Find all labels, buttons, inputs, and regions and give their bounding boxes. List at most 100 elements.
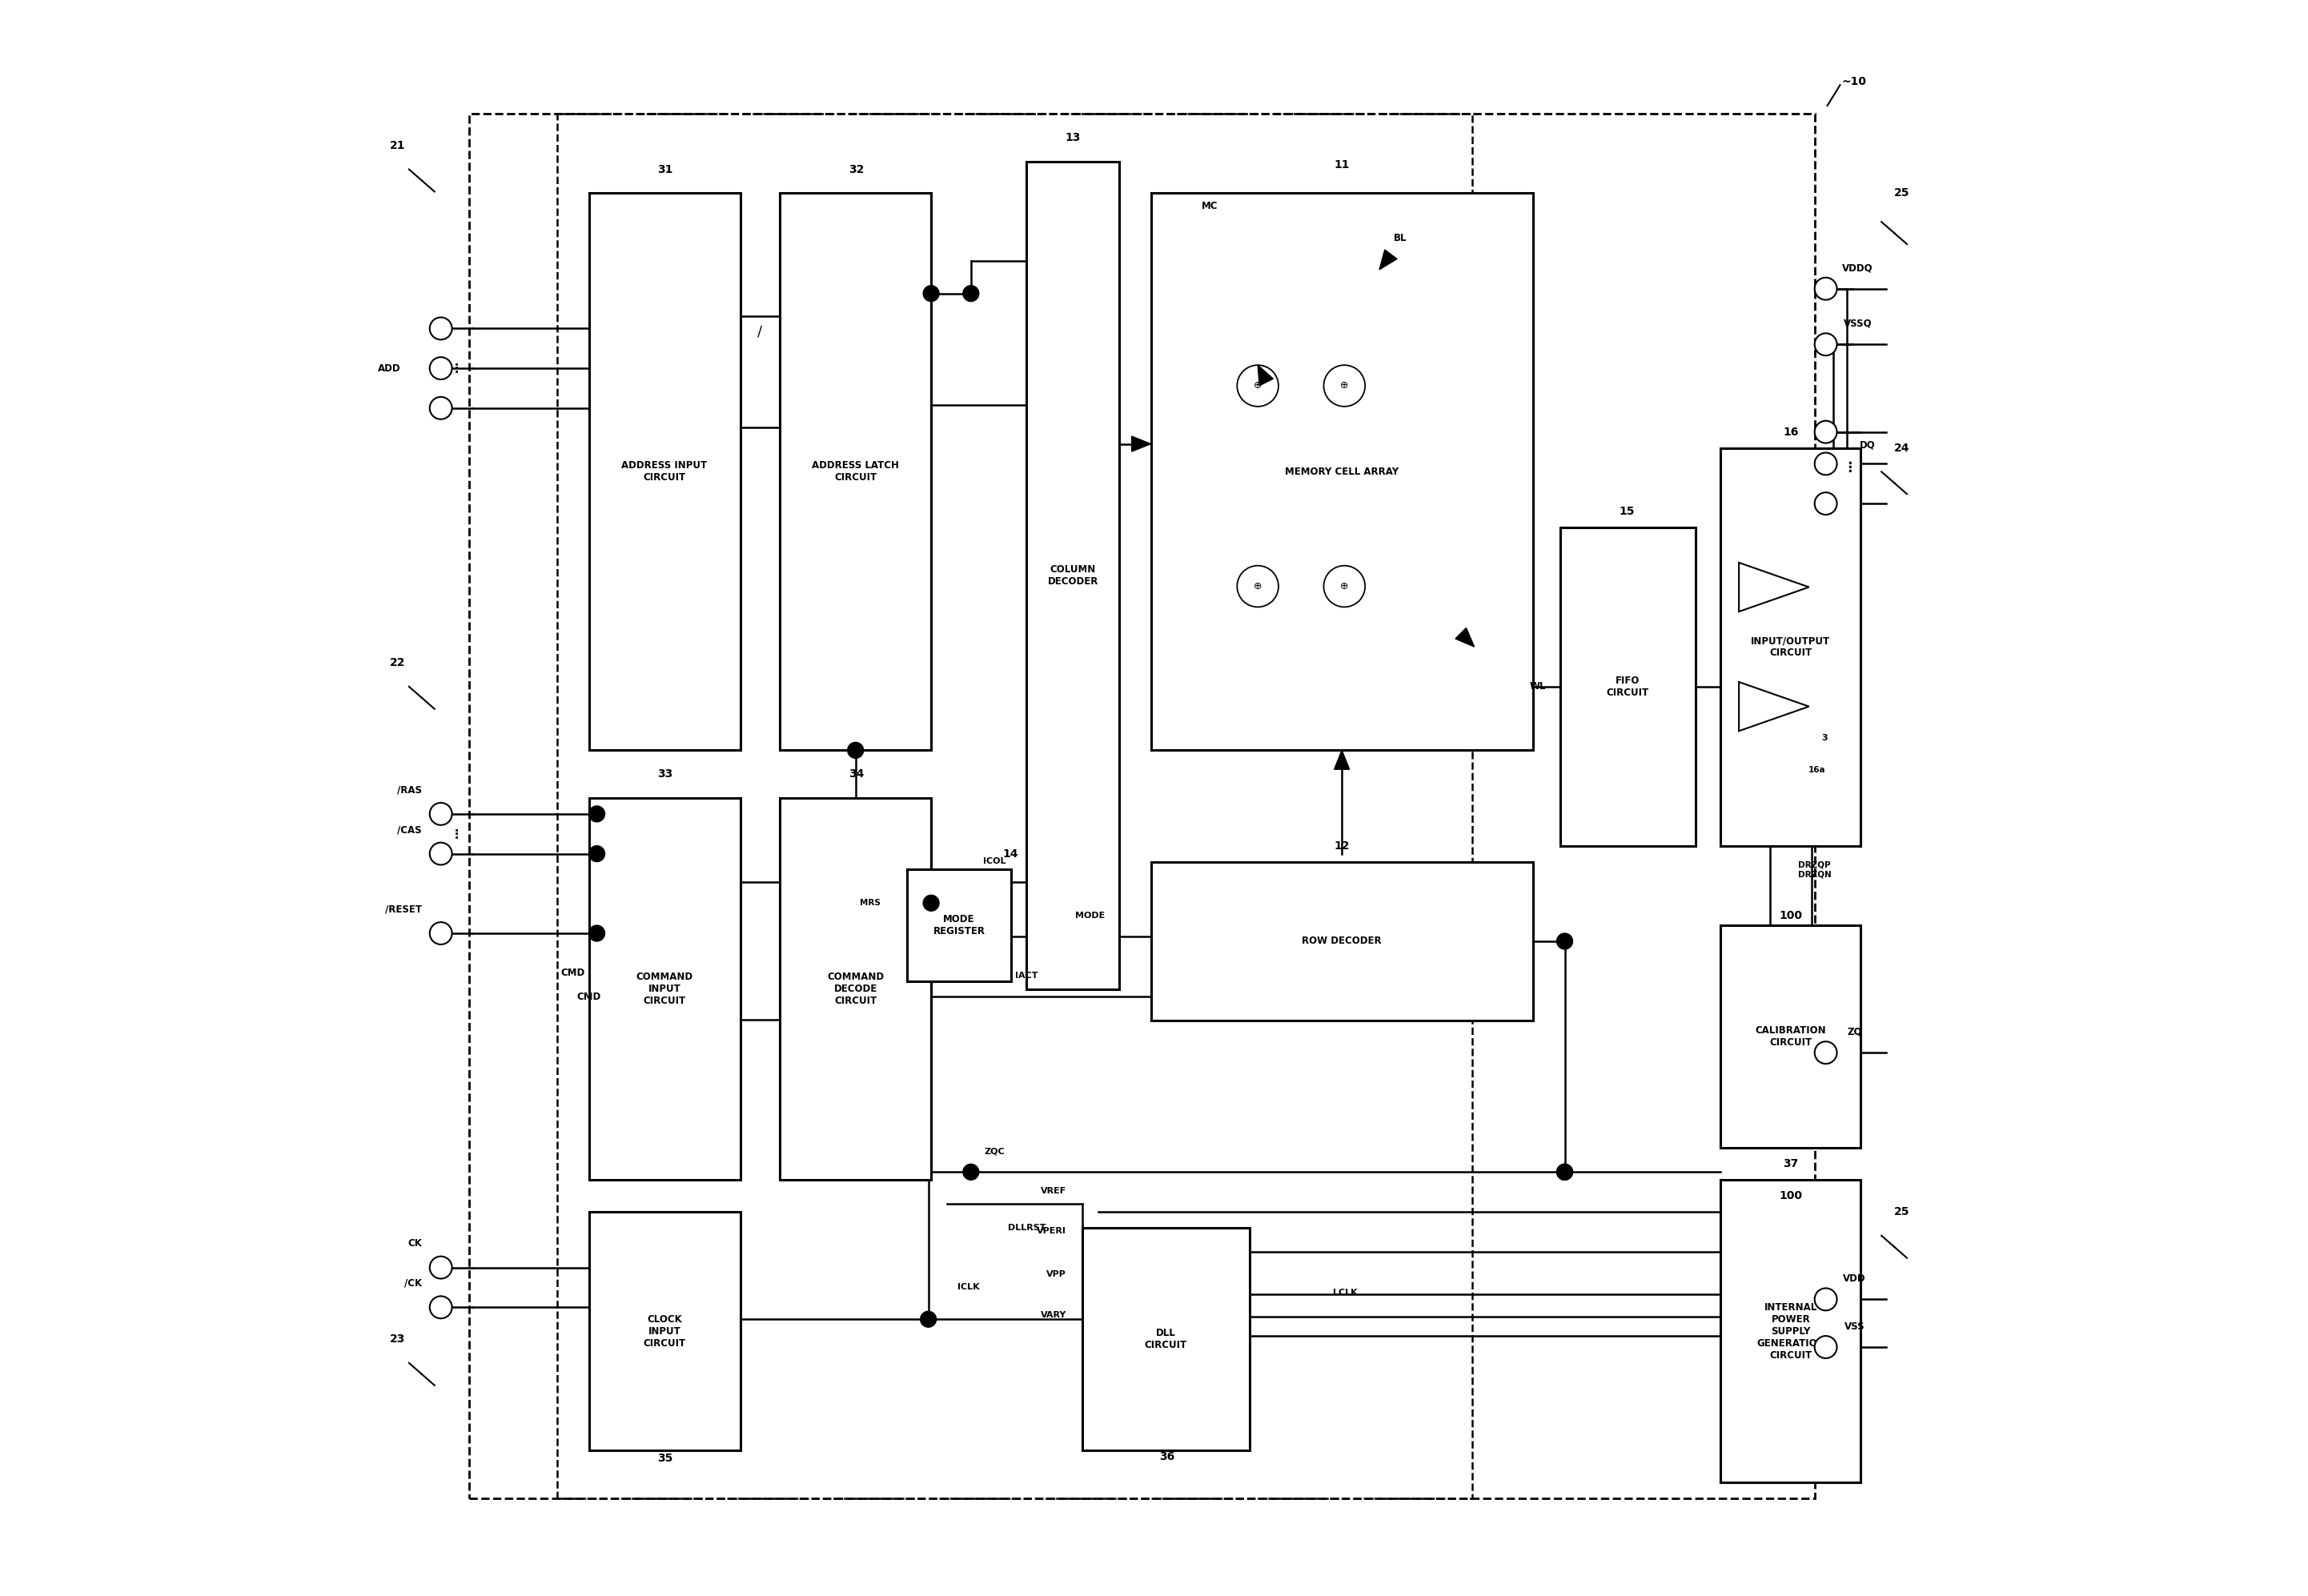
- Polygon shape: [1334, 750, 1350, 769]
- Circle shape: [1814, 334, 1837, 356]
- Text: 3: 3: [1821, 734, 1828, 742]
- Text: 15: 15: [1618, 506, 1634, 517]
- Text: VARY: VARY: [1041, 1312, 1066, 1320]
- Text: VSS: VSS: [1844, 1321, 1865, 1331]
- Text: 100: 100: [1779, 1191, 1803, 1202]
- Circle shape: [429, 922, 452, 945]
- Text: ZQC: ZQC: [986, 1148, 1004, 1156]
- Circle shape: [847, 742, 863, 758]
- Text: ZQ: ZQ: [1846, 1026, 1863, 1037]
- Circle shape: [1237, 365, 1279, 407]
- Text: 23: 23: [390, 1334, 406, 1345]
- Polygon shape: [1738, 563, 1809, 611]
- Text: ⋮: ⋮: [450, 828, 464, 839]
- Circle shape: [589, 806, 605, 822]
- Bar: [1152, 862, 1533, 1021]
- Text: ⊕: ⊕: [1253, 581, 1262, 592]
- Circle shape: [1556, 1163, 1572, 1179]
- Text: DLLRST: DLLRST: [1009, 1224, 1046, 1232]
- Text: ⊕: ⊕: [1341, 380, 1348, 391]
- Circle shape: [429, 358, 452, 380]
- Text: 33: 33: [658, 769, 674, 780]
- Circle shape: [429, 1296, 452, 1318]
- Text: CMD: CMD: [561, 967, 586, 978]
- Text: ~10: ~10: [1842, 77, 1867, 88]
- Text: COMMAND
INPUT
CIRCUIT: COMMAND INPUT CIRCUIT: [637, 972, 692, 1005]
- Bar: [1722, 448, 1860, 846]
- Circle shape: [1556, 934, 1572, 950]
- Circle shape: [1556, 1163, 1572, 1179]
- Bar: [780, 193, 930, 750]
- Text: VPERI: VPERI: [1036, 1227, 1066, 1235]
- Text: 14: 14: [1004, 847, 1018, 859]
- Circle shape: [923, 895, 939, 911]
- Text: ADD: ADD: [379, 362, 402, 373]
- Text: CK: CK: [409, 1238, 422, 1248]
- Text: VPP: VPP: [1046, 1270, 1066, 1278]
- Text: MODE
REGISTER: MODE REGISTER: [932, 915, 986, 937]
- Text: 16a: 16a: [1807, 766, 1826, 774]
- Circle shape: [1814, 421, 1837, 444]
- Text: WL: WL: [1530, 681, 1546, 691]
- Text: 24: 24: [1895, 442, 1911, 453]
- Text: /CK: /CK: [404, 1278, 422, 1288]
- Circle shape: [429, 397, 452, 420]
- Text: /: /: [757, 324, 762, 338]
- Text: ⋮: ⋮: [1844, 461, 1856, 476]
- Text: CMD: CMD: [577, 991, 600, 1002]
- Text: 16: 16: [1784, 426, 1798, 437]
- Text: BL: BL: [1394, 233, 1406, 243]
- Circle shape: [429, 318, 452, 340]
- Circle shape: [589, 926, 605, 942]
- Circle shape: [1325, 565, 1364, 606]
- Text: LCLK: LCLK: [1332, 1290, 1357, 1298]
- Text: ⋮: ⋮: [450, 362, 464, 375]
- Text: MODE: MODE: [1076, 911, 1106, 919]
- Text: VSSQ: VSSQ: [1844, 319, 1872, 329]
- Text: 32: 32: [849, 164, 863, 176]
- Text: /CAS: /CAS: [397, 825, 422, 835]
- Bar: [1560, 527, 1696, 846]
- Bar: [556, 113, 1473, 1499]
- Text: /RESET: /RESET: [385, 905, 422, 915]
- Text: 31: 31: [658, 164, 674, 176]
- Circle shape: [429, 1256, 452, 1278]
- Circle shape: [1237, 565, 1279, 606]
- Text: 36: 36: [1159, 1451, 1175, 1462]
- Circle shape: [1814, 1336, 1837, 1358]
- Circle shape: [1814, 1042, 1837, 1065]
- Text: 100: 100: [1779, 910, 1803, 921]
- Bar: [589, 1211, 741, 1451]
- Polygon shape: [1456, 627, 1475, 646]
- Text: MC: MC: [1202, 201, 1219, 211]
- Circle shape: [1814, 453, 1837, 476]
- Text: IACT: IACT: [1016, 972, 1039, 980]
- Circle shape: [921, 1312, 937, 1328]
- Bar: [1082, 1227, 1249, 1451]
- Text: 34: 34: [849, 769, 863, 780]
- Bar: [1027, 161, 1119, 990]
- Text: /RAS: /RAS: [397, 785, 422, 795]
- Text: COLUMN
DECODER: COLUMN DECODER: [1048, 563, 1099, 586]
- Text: ⊕: ⊕: [1341, 581, 1348, 592]
- Text: COMMAND
DECODE
CIRCUIT: COMMAND DECODE CIRCUIT: [826, 972, 884, 1005]
- Text: INTERNAL
POWER
SUPPLY
GENERATION
CIRCUIT: INTERNAL POWER SUPPLY GENERATION CIRCUIT: [1756, 1302, 1826, 1360]
- Bar: [1722, 1179, 1860, 1483]
- Text: VDD: VDD: [1844, 1274, 1865, 1283]
- Text: DLL
CIRCUIT: DLL CIRCUIT: [1145, 1328, 1186, 1350]
- Text: ADDRESS INPUT
CIRCUIT: ADDRESS INPUT CIRCUIT: [621, 461, 706, 484]
- Circle shape: [1325, 365, 1364, 407]
- Text: DQ: DQ: [1860, 439, 1874, 450]
- Text: MEMORY CELL ARRAY: MEMORY CELL ARRAY: [1286, 466, 1399, 477]
- Text: 25: 25: [1895, 188, 1911, 200]
- Circle shape: [1814, 1288, 1837, 1310]
- Text: 22: 22: [390, 658, 406, 669]
- Text: CLOCK
INPUT
CIRCUIT: CLOCK INPUT CIRCUIT: [644, 1314, 685, 1349]
- Text: 35: 35: [658, 1452, 674, 1464]
- Polygon shape: [1380, 249, 1396, 270]
- Text: VDDQ: VDDQ: [1842, 263, 1874, 273]
- Circle shape: [962, 286, 979, 302]
- Circle shape: [923, 286, 939, 302]
- Text: 12: 12: [1334, 839, 1350, 851]
- Circle shape: [1814, 493, 1837, 514]
